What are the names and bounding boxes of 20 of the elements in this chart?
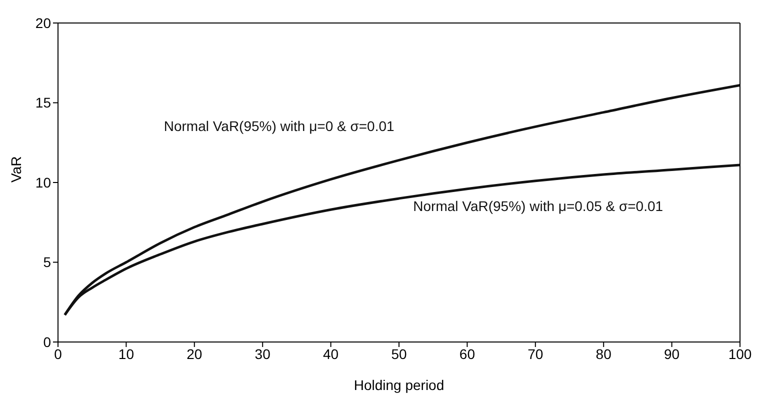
x-tick-label: 0 — [54, 346, 62, 362]
x-axis-title: Holding period — [354, 377, 444, 393]
x-tick-label: 100 — [728, 346, 752, 362]
x-tick-label: 40 — [323, 346, 339, 362]
y-tick-label: 5 — [43, 254, 52, 270]
y-axis-title: VaR — [8, 156, 24, 182]
y-tick-label: 0 — [43, 334, 52, 350]
x-tick-label: 50 — [391, 346, 407, 362]
x-tick-label: 60 — [459, 346, 476, 362]
y-tick-label: 20 — [35, 14, 52, 31]
y-tick-label: 15 — [35, 94, 52, 111]
series-label: Normal VaR(95%) with μ=0 & σ=0.01 — [164, 118, 394, 134]
y-tick-label: 10 — [35, 174, 52, 190]
x-tick-label: 10 — [118, 346, 134, 362]
series-label: Normal VaR(95%) with μ=0.05 & σ=0.01 — [413, 198, 664, 214]
x-tick-label: 90 — [664, 346, 680, 362]
x-tick-label: 80 — [596, 346, 612, 362]
x-tick-label: 20 — [186, 346, 202, 362]
x-tick-label: 30 — [254, 346, 271, 362]
x-tick-label: 70 — [528, 346, 544, 362]
